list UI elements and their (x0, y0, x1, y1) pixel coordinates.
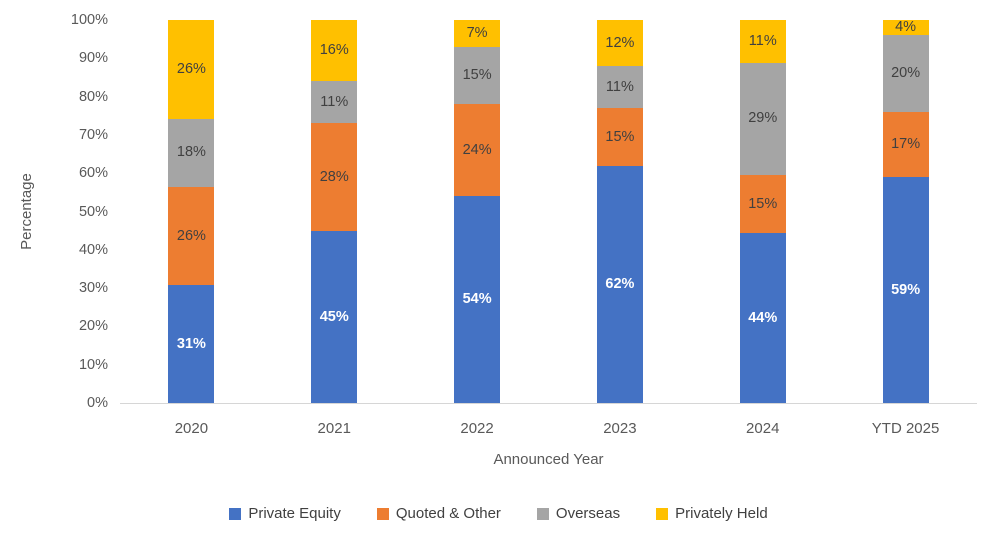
legend-swatch-quoted-other (376, 507, 389, 520)
y-tick-label: 50% (78, 203, 108, 220)
y-axis-ticks: 0% 10% 20% 30% 40% 50% 60% 70% 80% 90% 100% (0, 0, 108, 423)
y-tick-label: 90% (78, 50, 108, 67)
bar-segment-quoted-other: 28% (311, 123, 358, 231)
bar-segment-privately-held: 16% (311, 20, 358, 82)
bar-segment-privately-held: 12% (596, 20, 643, 66)
data-label: 17% (891, 136, 921, 153)
bar-2020: 31% 26% 18% 26% (168, 20, 215, 403)
data-label: 29% (748, 110, 778, 127)
data-label: 28% (319, 168, 349, 185)
bar-2022: 54% 24% 15% 7% (454, 20, 501, 403)
bar-segment-privately-held: 26% (168, 20, 215, 119)
legend-label: Quoted & Other (395, 505, 501, 522)
bar-segment-overseas: 29% (739, 62, 786, 175)
x-tick-label-2023: 2023 (603, 420, 637, 437)
y-tick-label: 20% (78, 318, 108, 335)
data-label: 44% (748, 309, 778, 326)
bar-segment-overseas: 18% (168, 118, 215, 187)
data-label: 11% (748, 33, 777, 50)
bar-segment-quoted-other: 15% (596, 108, 643, 166)
data-label: 26% (176, 227, 206, 244)
legend-item-privately-held: Privately Held (656, 506, 768, 521)
data-label: 62% (605, 276, 635, 293)
plot-area: 31% 26% 18% 26% 45% 28% 11% 16% 54% 24% 15% 7% 62% 15… (120, 20, 977, 403)
bar-segment-private-equity: 31% (168, 285, 215, 403)
x-tick-label-2021: 2021 (317, 420, 351, 437)
data-label: 31% (176, 335, 206, 352)
data-label: 18% (176, 144, 206, 161)
y-tick-label: 100% (70, 12, 108, 28)
x-tick-label-2022: 2022 (460, 420, 494, 437)
data-label: 15% (605, 128, 635, 145)
data-label: 15% (462, 67, 492, 84)
data-label: 59% (891, 281, 921, 298)
data-label: 24% (462, 141, 492, 158)
bar-segment-privately-held: 7% (454, 20, 501, 47)
data-label: 11% (320, 94, 349, 111)
legend-swatch-privately-held (656, 507, 669, 520)
bar-segment-private-equity: 59% (882, 177, 929, 403)
bar-segment-overseas: 11% (311, 81, 358, 124)
bar-segment-overseas: 20% (882, 35, 929, 112)
legend-item-overseas: Overseas (536, 505, 621, 522)
y-tick-label: 10% (78, 356, 108, 373)
x-tick-label-2020: 2020 (174, 420, 209, 437)
bar-ytd-2025: 59% 17% 20% 4% (882, 19, 929, 403)
y-tick-label: 70% (78, 126, 108, 143)
data-label: 7% (466, 25, 488, 42)
bar-segment-privately-held: 4% (882, 19, 929, 36)
legend-item-private-equity: Private Equity (229, 506, 341, 521)
bar-segment-quoted-other: 17% (882, 111, 929, 178)
data-label: 20% (891, 65, 921, 82)
bar-segment-privately-held: 11% (739, 20, 786, 63)
legend-label: Private Equity (248, 505, 341, 522)
bar-segment-quoted-other: 24% (454, 104, 501, 197)
data-label: 12% (605, 34, 635, 51)
legend: Private Equity Quoted & Other Overseas Priv… (0, 506, 997, 521)
legend-swatch-private-equity (229, 507, 242, 520)
x-axis-title: Announced Year (493, 451, 604, 468)
bar-2023: 62% 15% 11% 12% (596, 20, 643, 403)
x-tick-label-ytd-2025: YTD 2025 (871, 420, 940, 437)
bar-2021: 45% 28% 11% 16% (311, 20, 358, 403)
y-tick-label: 40% (78, 241, 108, 258)
bar-segment-private-equity: 62% (596, 165, 643, 403)
bar-segment-quoted-other: 26% (168, 186, 215, 286)
bar-segment-overseas: 11% (596, 65, 643, 109)
x-axis-ticks: 2020 2021 2022 2023 2024 YTD 2025 (120, 420, 977, 440)
y-tick-label: 60% (78, 165, 108, 182)
legend-label: Overseas (555, 505, 621, 522)
x-tick-label-2024: 2024 (746, 420, 780, 437)
data-label: 26% (176, 61, 206, 78)
data-label: 15% (748, 195, 778, 212)
bar-2024: 44% 15% 29% 11% (739, 20, 786, 403)
y-tick-label: 0% (87, 395, 108, 411)
y-tick-label: 30% (78, 280, 108, 297)
y-tick-label: 80% (78, 88, 108, 105)
legend-item-quoted-other: Quoted & Other (376, 505, 501, 522)
bar-segment-private-equity: 45% (311, 230, 358, 403)
x-axis-line (120, 403, 977, 404)
bar-segment-overseas: 15% (454, 46, 501, 105)
legend-swatch-overseas (536, 507, 549, 520)
bar-segment-private-equity: 54% (454, 196, 501, 403)
data-label: 4% (895, 19, 917, 36)
data-label: 54% (462, 291, 492, 308)
legend-label: Privately Held (675, 505, 768, 522)
data-label: 11% (605, 78, 634, 95)
data-label: 45% (319, 308, 349, 325)
data-label: 16% (319, 42, 349, 59)
bar-segment-private-equity: 44% (739, 232, 786, 403)
bar-segment-quoted-other: 15% (739, 174, 786, 233)
